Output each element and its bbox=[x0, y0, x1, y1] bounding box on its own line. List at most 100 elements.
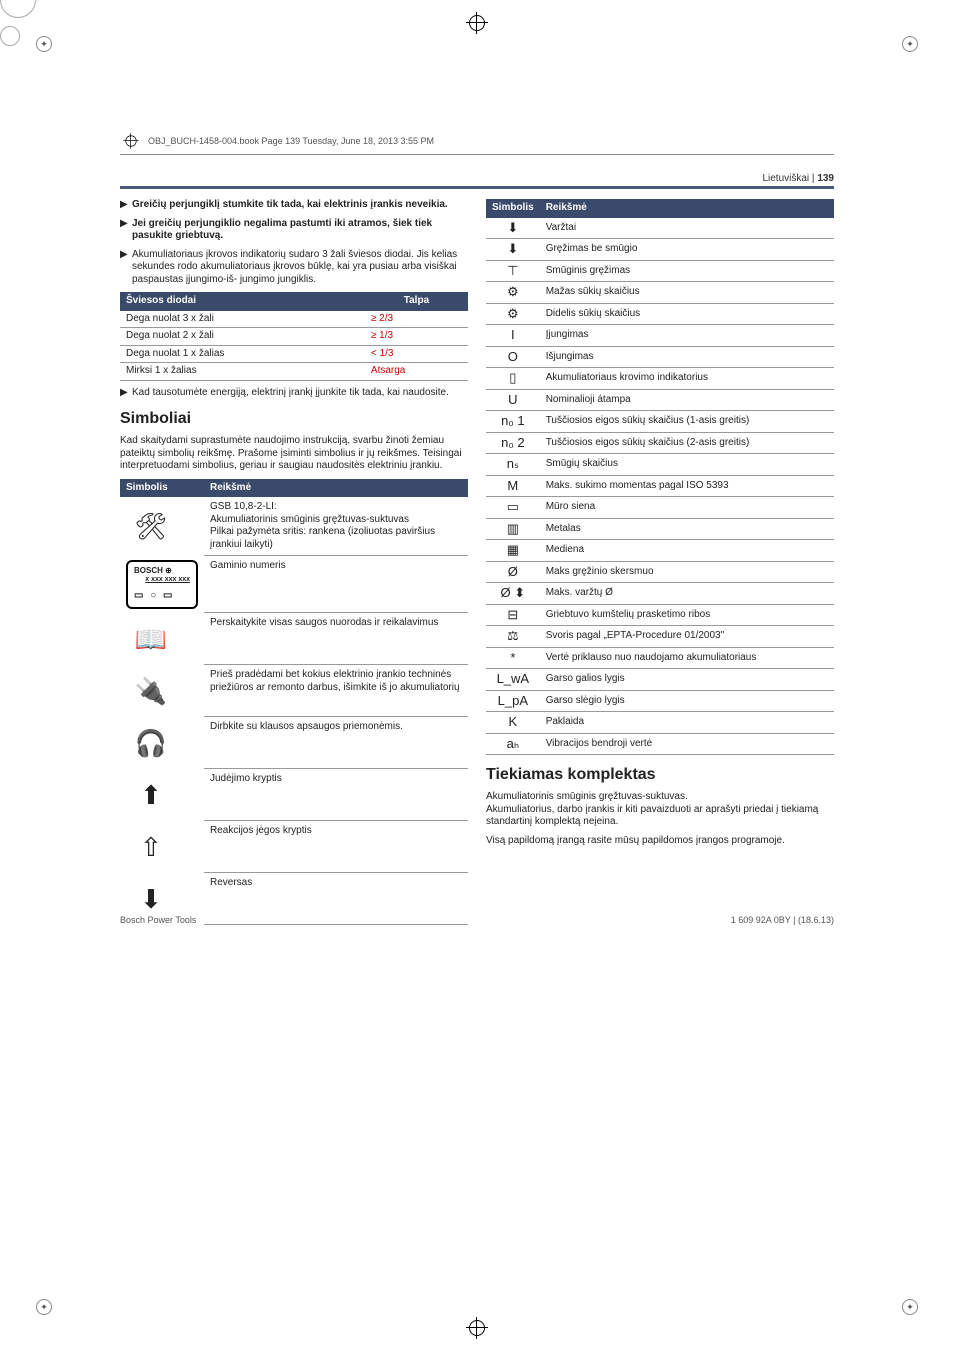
symbol-icon: nₛ bbox=[486, 454, 540, 476]
paragraph: Visą papildomą įrangą rasite mūsų papild… bbox=[486, 835, 834, 848]
led-table: Šviesos diodaiTalpa Dega nuolat 3 x žali… bbox=[120, 292, 468, 381]
symbol-icon: ▦ bbox=[486, 540, 540, 562]
td: Atsarga bbox=[365, 363, 468, 381]
symbol-icon: ▭ bbox=[486, 497, 540, 519]
bullet-text: Greičių perjungiklį stumkite tik tada, k… bbox=[132, 199, 448, 210]
symbol-desc: Garso slėgio lygis bbox=[540, 690, 834, 712]
symbol-icon: L_pA bbox=[486, 690, 540, 712]
symbol-desc: Smūgių skaičius bbox=[540, 454, 834, 476]
bullet-item: ▶Greičių perjungiklį stumkite tik tada, … bbox=[120, 199, 468, 212]
crop-mark-bottom bbox=[466, 1317, 488, 1339]
symbol-icon: O bbox=[486, 346, 540, 368]
symbol-desc: Gaminio numeris bbox=[204, 556, 468, 613]
symbol-desc: Griebtuvo kumštelių prasketimo ribos bbox=[540, 604, 834, 626]
bosch-label-icon: BOSCH ⊕x xxx xxx xxx▭ ○ ▭ bbox=[120, 556, 204, 613]
symbol-desc: Maks gręžinio skersmuo bbox=[540, 561, 834, 583]
register-mark bbox=[36, 36, 52, 52]
symbol-desc: Perskaitykite visas saugos nuorodas ir r… bbox=[204, 613, 468, 665]
symbol-desc: Išjungimas bbox=[540, 346, 834, 368]
symbol-desc: Metalas bbox=[540, 518, 834, 540]
symbol-desc: Dirbkite su klausos apsaugos priemonėmis… bbox=[204, 717, 468, 769]
footer-left: Bosch Power Tools bbox=[120, 915, 196, 925]
symbol-icon: ⬇ bbox=[486, 239, 540, 261]
arrow-down-icon: ⇧ bbox=[120, 821, 204, 873]
symbol-desc: Mediena bbox=[540, 540, 834, 562]
symbol-icon: ⊤ bbox=[486, 260, 540, 282]
symbol-icon: n₀ 1 bbox=[486, 411, 540, 433]
symbol-desc: Tuščiosios eigos sūkių skaičius (2-asis … bbox=[540, 432, 834, 454]
symbol-icon: U bbox=[486, 389, 540, 411]
symbol-icon: ⬇ bbox=[486, 218, 540, 239]
symbol-table-right: SimbolisReikšmė ⬇Varžtai⬇Gręžimas be smū… bbox=[486, 199, 834, 755]
td: ≥ 1/3 bbox=[365, 328, 468, 346]
symbol-icon: n₀ 2 bbox=[486, 432, 540, 454]
symbol-icon: ⚖ bbox=[486, 626, 540, 648]
symbol-desc: Paklaida bbox=[540, 712, 834, 734]
paragraph: Akumuliatorinis smūginis gręžtuvas-suktu… bbox=[486, 791, 834, 829]
symbol-icon: ▯ bbox=[486, 368, 540, 390]
footer-right: 1 609 92A 0BY | (18.6.13) bbox=[731, 915, 834, 925]
symbol-desc: Akumuliatoriaus krovimo indikatorius bbox=[540, 368, 834, 390]
header-rule bbox=[120, 186, 834, 189]
right-column: SimbolisReikšmė ⬇Varžtai⬇Gręžimas be smū… bbox=[486, 199, 834, 925]
register-mark-left bbox=[0, 0, 36, 18]
th: Reikšmė bbox=[204, 479, 468, 498]
th: Šviesos diodai bbox=[120, 292, 365, 311]
symbol-desc: Smūginis gręžimas bbox=[540, 260, 834, 282]
ear-protection-icon: 🎧 bbox=[120, 717, 204, 769]
left-column: ▶Greičių perjungiklį stumkite tik tada, … bbox=[120, 199, 468, 925]
paragraph: Akumuliatoriaus įkrovos indikatorių suda… bbox=[132, 249, 468, 287]
symbol-icon: M bbox=[486, 475, 540, 497]
symbol-desc: Nominalioji átampa bbox=[540, 389, 834, 411]
td: Dega nuolat 1 x žalias bbox=[120, 345, 365, 363]
bullet-item: ▶Kad tausotumėte energiją, elektrinį įra… bbox=[120, 387, 468, 400]
page-header: Lietuviškai | 139 bbox=[120, 173, 834, 184]
crop-mark-top bbox=[466, 12, 488, 34]
heading-tiekiamas: Tiekiamas komplektas bbox=[486, 765, 834, 785]
heading-simboliai: Simboliai bbox=[120, 409, 468, 429]
symbol-icon: ⚙ bbox=[486, 303, 540, 325]
symbol-desc: Mūro siena bbox=[540, 497, 834, 519]
symbol-desc: Mažas sūkių skaičius bbox=[540, 282, 834, 304]
register-mark-right bbox=[0, 26, 20, 46]
symbol-desc: Svoris pagal „EPTA-Procedure 01/2003" bbox=[540, 626, 834, 648]
obj-text: OBJ_BUCH-1458-004.book Page 139 Tuesday,… bbox=[148, 136, 434, 146]
obj-line: OBJ_BUCH-1458-004.book Page 139 Tuesday,… bbox=[120, 130, 834, 155]
symbol-desc: Reakcijos jėgos kryptis bbox=[204, 821, 468, 873]
symbol-icon: L_wA bbox=[486, 669, 540, 691]
th: Simbolis bbox=[486, 199, 540, 218]
page-content: OBJ_BUCH-1458-004.book Page 139 Tuesday,… bbox=[120, 130, 834, 925]
register-mark bbox=[36, 1299, 52, 1315]
symbol-desc: Prieš pradėdami bet kokius elektrinio įr… bbox=[204, 665, 468, 717]
symbol-desc: Tuščiosios eigos sūkių skaičius (1-asis … bbox=[540, 411, 834, 433]
symbol-icon: K bbox=[486, 712, 540, 734]
manual-icon: 📖 bbox=[120, 613, 204, 665]
symbol-desc: Maks. sukimo momentas pagal ISO 5393 bbox=[540, 475, 834, 497]
th: Talpa bbox=[365, 292, 468, 311]
td: Dega nuolat 2 x žali bbox=[120, 328, 365, 346]
unplug-icon: 🔌 bbox=[120, 665, 204, 717]
symbol-desc: Maks. varžtų Ø bbox=[540, 583, 834, 605]
symbol-desc: Didelis sūkių skaičius bbox=[540, 303, 834, 325]
page-footer: Bosch Power Tools 1 609 92A 0BY | (18.6.… bbox=[120, 909, 834, 925]
bullet-item: ▶Akumuliatoriaus įkrovos indikatorių sud… bbox=[120, 249, 468, 287]
bosch-brand: BOSCH bbox=[134, 566, 163, 575]
symbol-icon: I bbox=[486, 325, 540, 347]
paragraph: Kad tausotumėte energiją, elektrinį įran… bbox=[132, 387, 449, 400]
bullet-item: ▶Jei greičių perjungiklio negalima pastu… bbox=[120, 218, 468, 243]
td: Mirksi 1 x žalias bbox=[120, 363, 365, 381]
drill-icon: 🛠 bbox=[120, 497, 204, 556]
symbol-desc: Įjungimas bbox=[540, 325, 834, 347]
symbol-desc: Gręžimas be smūgio bbox=[540, 239, 834, 261]
symbol-icon: ⚙ bbox=[486, 282, 540, 304]
symbol-icon: ▥ bbox=[486, 518, 540, 540]
th: Simbolis bbox=[120, 479, 204, 498]
symbol-icon: Ø ⬍ bbox=[486, 583, 540, 605]
register-mark bbox=[902, 36, 918, 52]
symbol-desc: Vibracijos bendroji vertė bbox=[540, 733, 834, 755]
header-lang: Lietuviškai bbox=[762, 173, 809, 184]
td: < 1/3 bbox=[365, 345, 468, 363]
paragraph: Kad skaitydami suprastumėte naudojimo in… bbox=[120, 435, 468, 473]
symbol-icon: * bbox=[486, 647, 540, 669]
symbol-desc: Garso galios lygis bbox=[540, 669, 834, 691]
